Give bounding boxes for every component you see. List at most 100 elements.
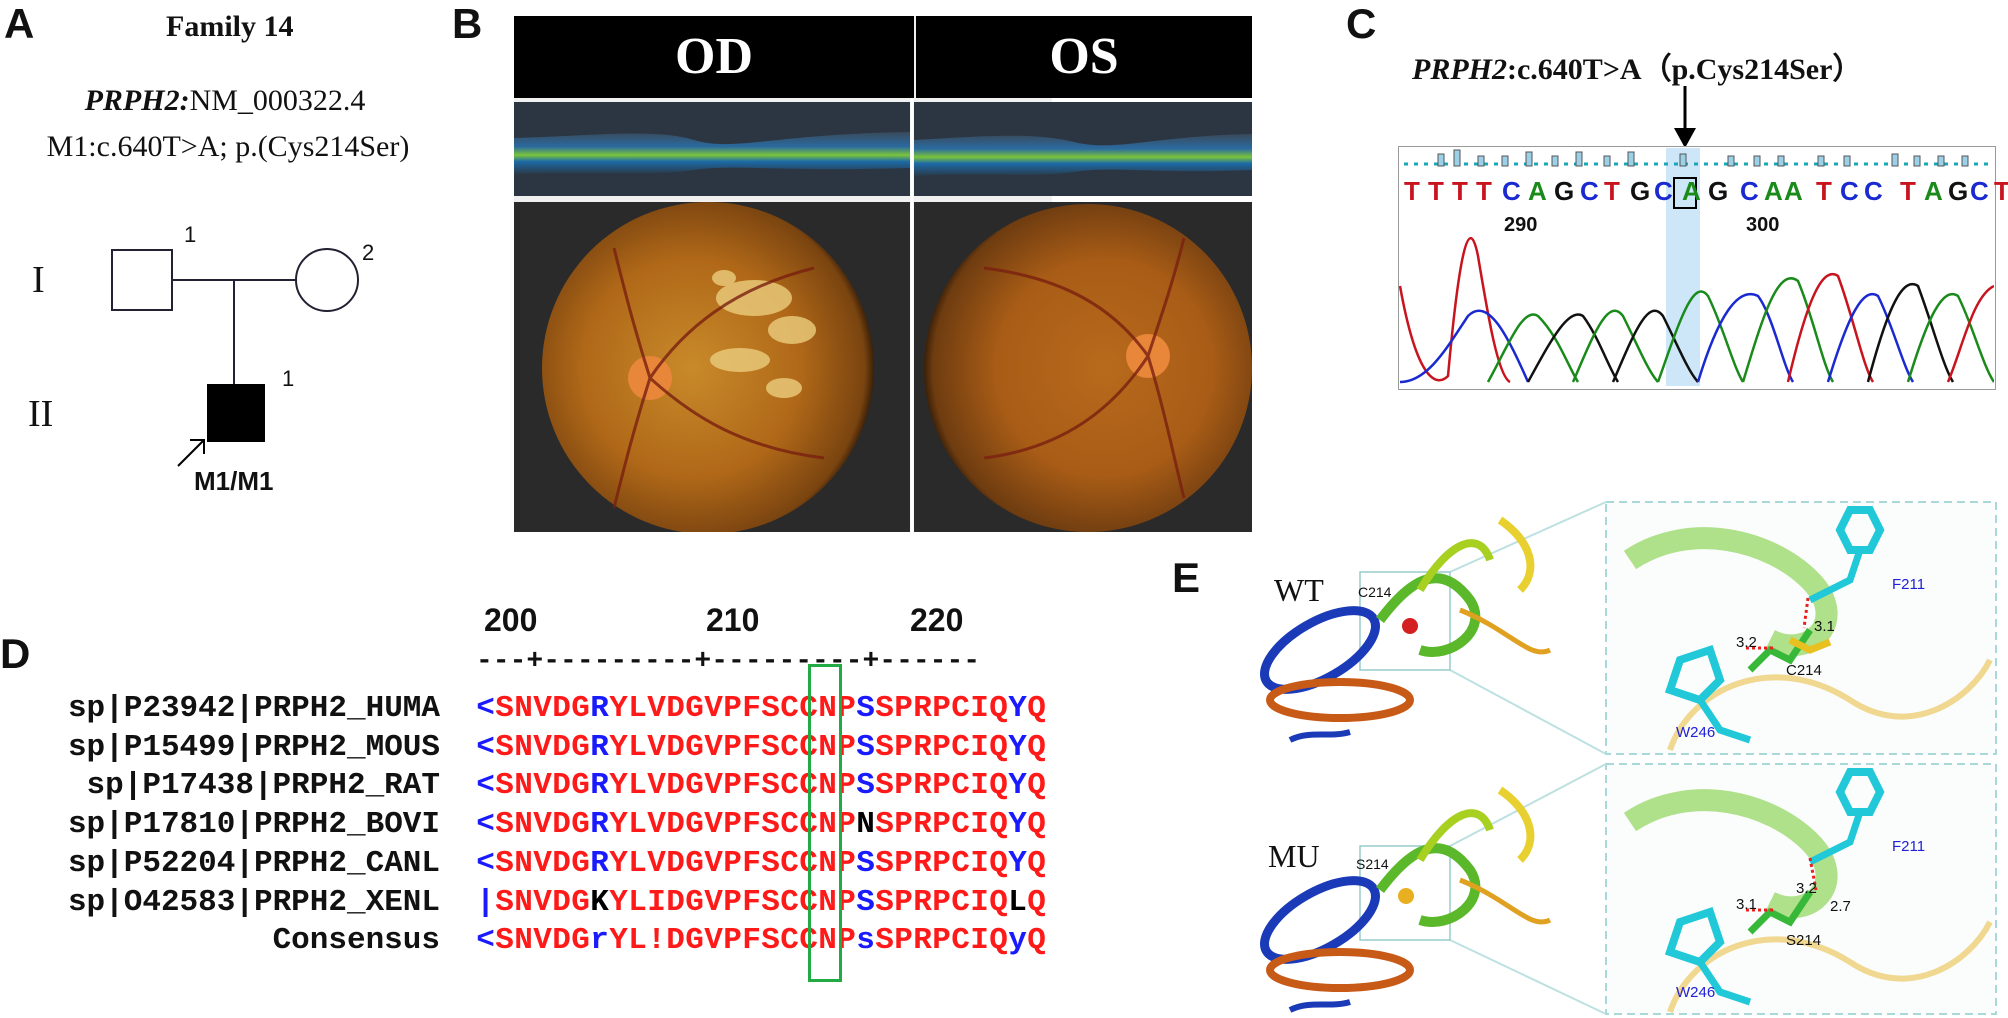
residue: G [685, 768, 704, 804]
residue: G [571, 923, 590, 959]
sequence-row: <SNVDGRYLVDGVPFSCCNPSSPRPCIQYQ [476, 729, 1046, 768]
residue: S [875, 729, 894, 765]
residue: P [894, 845, 913, 881]
residue: R [913, 729, 932, 765]
base-call: T [1404, 176, 1420, 206]
residue: Q [989, 807, 1008, 843]
residue: R [590, 845, 609, 881]
base-call: C [1740, 176, 1759, 206]
residue: C [951, 691, 970, 726]
residue: < [476, 691, 495, 726]
proband-arrow [177, 439, 205, 467]
residue: | [476, 884, 495, 920]
residue: I [970, 729, 989, 765]
base-call: T [1994, 176, 2008, 206]
residue: Y [1008, 807, 1027, 843]
mutation-text: M1:c.640T>A; p.(Cys214Ser) [46, 130, 410, 163]
residue: I [970, 923, 989, 959]
alignment-sequences: <SNVDGRYLVDGVPFSCCNPSSPRPCIQYQ <SNVDGRYLV… [476, 690, 1046, 961]
residue: P [932, 691, 951, 726]
residue: F [742, 768, 761, 804]
residue: C [951, 807, 970, 843]
residue: R [590, 768, 609, 804]
base-call: C [1654, 176, 1673, 206]
pedigree-female-i2 [295, 248, 359, 312]
mu-w246-label: W246 [1676, 984, 1716, 1001]
position-290: 290 [1504, 214, 1538, 236]
residue: Q [1027, 807, 1046, 843]
residue: P [894, 807, 913, 843]
residue: N [514, 691, 533, 726]
residue: < [476, 845, 495, 881]
residue: S [761, 691, 780, 726]
residue: N [818, 691, 837, 726]
variant-base-box [1673, 177, 1697, 209]
residue: P [894, 768, 913, 804]
base-call: T [1604, 176, 1620, 206]
residue: S [495, 729, 514, 765]
residue: V [533, 768, 552, 804]
sequence-row: <SNVDGRYLVDGVPFSCCNPSSPRPCIQYQ [476, 690, 1046, 729]
residue: R [913, 691, 932, 726]
residue: V [647, 807, 666, 843]
residue: r [590, 923, 609, 959]
ruler-210: 210 [706, 602, 760, 638]
quality-bars [1437, 149, 1969, 167]
base-call: T [1452, 176, 1468, 206]
residue: C [780, 845, 799, 881]
variant-arrow [1674, 86, 1696, 148]
chromatogram-traces [1398, 237, 1994, 384]
mu-s214-label: S214 [1786, 932, 1822, 949]
pedigree-chart [111, 248, 359, 467]
sequence-row: <SNVDGRYLVDGVPFSCCNPSSPRPCIQYQ [476, 767, 1046, 806]
variant-title: PRPH2:c.640T>A（p.Cys214Ser） [1412, 44, 1862, 88]
base-call: C [1970, 176, 1989, 206]
residue: Y [609, 845, 628, 881]
residue: P [894, 884, 913, 920]
mu-zoom-connector-top [1449, 763, 1607, 847]
generation-i: I [32, 259, 45, 301]
residue: G [685, 845, 704, 881]
residue: D [552, 729, 571, 765]
base-call: T [1900, 176, 1916, 206]
sequence-row: <SNVDGRYLVDGVPFSCCNPNSPRPCIQYQ [476, 806, 1046, 845]
residue: R [913, 768, 932, 804]
ruler-220: 220 [910, 602, 964, 638]
residue: D [666, 923, 685, 959]
residue: C [951, 768, 970, 804]
wt-c214-label: C214 [1786, 662, 1822, 679]
residue: S [856, 691, 875, 726]
residue: C [951, 884, 970, 920]
od-header: OD [514, 16, 914, 98]
residue: F [742, 729, 761, 765]
residue: P [932, 845, 951, 881]
residue: Y [1008, 729, 1027, 765]
residue: G [685, 923, 704, 959]
mu-zoom-region [1359, 845, 1451, 941]
residue: N [514, 807, 533, 843]
residue: V [704, 845, 723, 881]
residue: Q [989, 884, 1008, 920]
residue: Q [989, 923, 1008, 959]
residue: G [571, 884, 590, 920]
residue: G [571, 691, 590, 726]
seq-name: sp|O42583|PRPH2_XENL [67, 884, 440, 920]
residue: N [514, 845, 533, 881]
residue: Q [1027, 729, 1046, 765]
residue: S [761, 729, 780, 765]
residue: R [913, 923, 932, 959]
seq-name: sp|P23942|PRPH2_HUMA [67, 691, 440, 726]
residue: S [875, 768, 894, 804]
mu-zoom-structure [1623, 768, 1993, 1013]
pedigree-affected-ii1 [207, 384, 265, 442]
seq-name: Consensus [272, 923, 440, 959]
panel-label-a: A [4, 0, 35, 47]
residue: G [571, 768, 590, 804]
residue: < [476, 807, 495, 843]
residue: I [970, 807, 989, 843]
sequence-row: <SNVDGrYL!DGVPFSCCNPsSPRPCIQyQ [476, 922, 1046, 961]
residue: S [495, 807, 514, 843]
residue: Q [1027, 845, 1046, 881]
wt-zoom-connector-top [1449, 501, 1607, 573]
residue: I [970, 884, 989, 920]
